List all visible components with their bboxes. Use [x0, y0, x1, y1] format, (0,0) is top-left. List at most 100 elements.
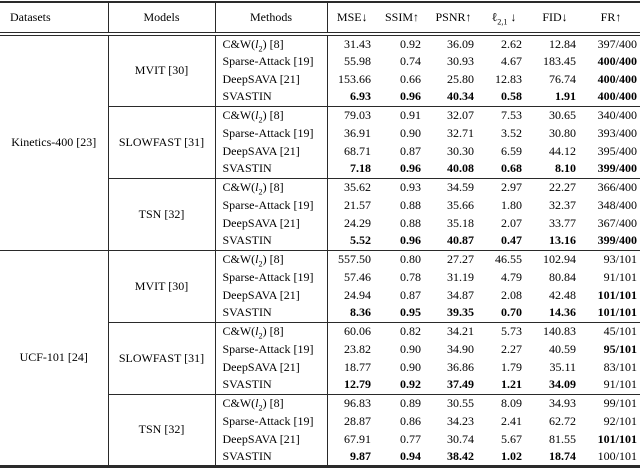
value-l21: 7.53: [501, 107, 522, 122]
value-psnr: 34.23: [447, 413, 474, 428]
value-fr: 101/101: [597, 431, 637, 446]
value-fr: 95/101: [603, 341, 637, 356]
value-ssim: 0.77: [400, 431, 421, 446]
method-label: C&W(l2) [8]: [215, 34, 328, 52]
value-fid: 18.74: [528, 448, 582, 467]
method-label: SVASTIN: [215, 304, 328, 323]
value-fr: 348/400: [597, 197, 637, 212]
value-mse: 24.29: [344, 215, 371, 230]
value-psnr: 34.21: [447, 323, 474, 338]
value-fid: 183.45: [543, 53, 576, 68]
value-fid: 42.48: [549, 287, 576, 302]
value-fr: 366/400: [597, 179, 637, 194]
table-row: Sparse-Attack [19] 36.91 0.90 32.71 3.52 30.8…: [0, 124, 640, 142]
value-ssim: 0.96: [377, 88, 427, 107]
method-label: SVASTIN: [215, 448, 328, 467]
value-fid: 1.91: [528, 88, 582, 107]
value-psnr: 40.87: [427, 232, 480, 251]
value-fr: 397/400: [597, 36, 637, 51]
table-row: SVASTIN 8.36 0.95 39.35 0.70 14.36 101/101: [0, 304, 640, 323]
table-row: SVASTIN 7.18 0.96 40.08 0.68 8.10 399/400: [0, 160, 640, 179]
method-label: C&W(l2) [8]: [215, 322, 328, 340]
table-row: Sparse-Attack [19] 28.87 0.86 34.23 2.41 62.7…: [0, 412, 640, 430]
model-label: TSN [32]: [108, 178, 216, 251]
value-mse: 5.52: [327, 232, 377, 251]
value-mse: 7.18: [327, 160, 377, 179]
value-mse: 8.36: [327, 304, 377, 323]
value-psnr: 36.86: [447, 359, 474, 374]
value-mse: 96.83: [344, 395, 371, 410]
value-mse: 57.46: [344, 269, 371, 284]
value-psnr: 40.08: [427, 160, 480, 179]
table-row: DeepSAVA [21] 153.66 0.66 25.80 12.83 76.74 40…: [0, 70, 640, 88]
value-mse: 6.93: [327, 88, 377, 107]
header-metric-fr: FR↑: [582, 2, 640, 36]
value-ssim: 0.92: [377, 376, 427, 395]
value-fid: 32.37: [549, 197, 576, 212]
value-l21: 2.41: [501, 413, 522, 428]
table-row: SLOWFAST [31] C&W(l2) [8] 79.03 0.91 32.07 7.…: [0, 106, 640, 179]
table-row: TSN [32] C&W(l2) [8] 35.62 0.93 34.59 2.97 22.…: [0, 178, 640, 251]
value-ssim: 0.95: [377, 304, 427, 323]
header-metric-psnr: PSNR↑: [427, 2, 480, 36]
header-metric-fid: FID↓: [528, 2, 582, 36]
value-mse: 55.98: [344, 53, 371, 68]
value-fid: 34.09: [528, 376, 582, 395]
value-fid: 76.74: [549, 71, 576, 86]
value-l21: 1.21: [480, 376, 528, 395]
value-ssim: 0.89: [400, 395, 421, 410]
value-fid: 13.16: [528, 232, 582, 251]
value-psnr: 30.55: [447, 395, 474, 410]
header-datasets: Datasets: [0, 2, 109, 36]
value-fid: 8.10: [528, 160, 582, 179]
value-l21: 2.08: [501, 287, 522, 302]
value-l21: 0.70: [480, 304, 528, 323]
value-ssim: 0.87: [400, 143, 421, 158]
value-fid: 34.93: [549, 395, 576, 410]
value-ssim: 0.91: [400, 107, 421, 122]
value-psnr: 35.18: [447, 215, 474, 230]
value-fid: 22.27: [549, 179, 576, 194]
value-l21: 2.62: [501, 36, 522, 51]
value-l21: 4.67: [501, 53, 522, 68]
value-l21: 0.47: [480, 232, 528, 251]
value-psnr: 35.66: [447, 197, 474, 212]
value-fid: 62.72: [549, 413, 576, 428]
value-l21: 0.58: [480, 88, 528, 107]
value-l21: 3.52: [501, 125, 522, 140]
table-row: SVASTIN 5.52 0.96 40.87 0.47 13.16 399/400: [0, 232, 640, 251]
method-label: Sparse-Attack [19]: [215, 340, 328, 358]
value-ssim: 0.78: [400, 269, 421, 284]
value-mse: 79.03: [344, 107, 371, 122]
method-label: Sparse-Attack [19]: [215, 196, 328, 214]
value-fid: 81.55: [549, 431, 576, 446]
value-ssim: 0.66: [400, 71, 421, 86]
value-fr: 101/101: [597, 287, 637, 302]
table-row: SVASTIN 12.79 0.92 37.49 1.21 34.09 91/101: [0, 376, 640, 395]
value-mse: 28.87: [344, 413, 371, 428]
method-label: DeepSAVA [21]: [215, 70, 328, 88]
value-l21: 5.67: [501, 431, 522, 446]
table-row: TSN [32] C&W(l2) [8] 96.83 0.89 30.55 8.09 34.…: [0, 394, 640, 467]
value-psnr: 31.19: [447, 269, 474, 284]
value-fid: 140.83: [543, 323, 576, 338]
value-fid: 12.84: [549, 36, 576, 51]
value-mse: 35.62: [344, 179, 371, 194]
value-l21: 1.79: [501, 359, 522, 374]
value-mse: 24.94: [344, 287, 371, 302]
value-ssim: 0.92: [400, 36, 421, 51]
value-psnr: 37.49: [427, 376, 480, 395]
value-fr: 400/400: [597, 53, 637, 68]
value-fr: 393/400: [597, 125, 637, 140]
value-fr: 340/400: [597, 107, 637, 122]
value-psnr: 34.59: [447, 179, 474, 194]
header-row: Datasets Models Methods MSE↓ SSIM↑ PSNR↑ ℓ2…: [0, 2, 640, 36]
header-models: Models: [108, 2, 216, 36]
value-psnr: 40.34: [427, 88, 480, 107]
table-row: DeepSAVA [21] 24.94 0.87 34.87 2.08 42.48 101/…: [0, 286, 640, 304]
value-mse: 9.87: [327, 448, 377, 467]
method-label: Sparse-Attack [19]: [215, 52, 328, 70]
header-metric-l21: ℓ2,1 ↓: [480, 2, 528, 36]
method-label: SVASTIN: [215, 376, 328, 395]
